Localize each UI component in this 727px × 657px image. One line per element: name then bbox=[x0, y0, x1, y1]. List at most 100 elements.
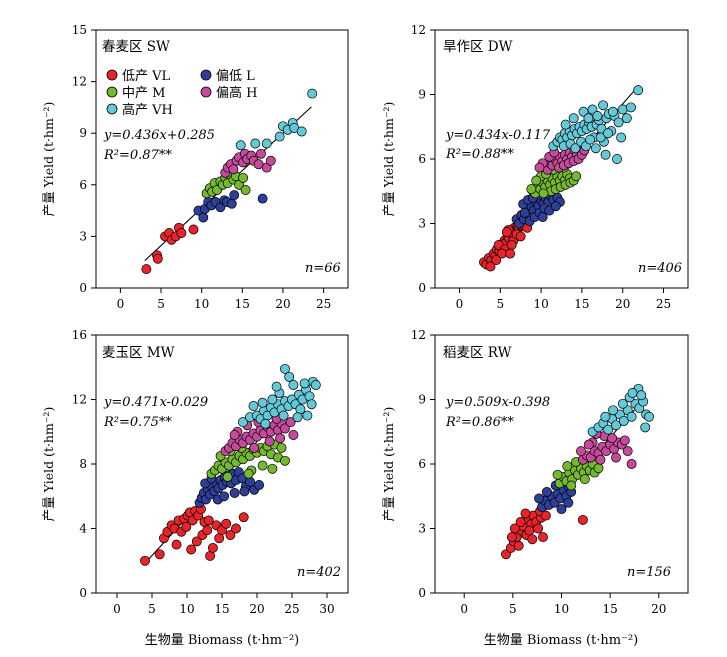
point-vl bbox=[577, 514, 588, 525]
y-tick-label: 9 bbox=[79, 126, 87, 140]
point-vh bbox=[626, 411, 637, 422]
point-vl bbox=[238, 512, 249, 523]
point-vh bbox=[621, 113, 632, 124]
point-h bbox=[607, 433, 618, 444]
point-m bbox=[531, 175, 542, 186]
regression-equation: y=0.509x-0.398 bbox=[445, 395, 550, 410]
point-vl bbox=[485, 261, 496, 272]
point-vh bbox=[292, 412, 303, 423]
point-vh bbox=[296, 126, 307, 137]
point-h bbox=[576, 446, 586, 457]
panel-title: 稻麦区 RW bbox=[443, 345, 512, 361]
y-tick-label: 15 bbox=[72, 23, 87, 37]
point-vl bbox=[141, 264, 152, 275]
point-vl bbox=[506, 240, 517, 250]
y-tick-label: 6 bbox=[418, 457, 426, 471]
legend-label-m: 中产 M bbox=[122, 86, 165, 101]
point-l bbox=[550, 201, 561, 212]
point-h bbox=[583, 439, 594, 450]
y-tick-label: 8 bbox=[79, 457, 87, 471]
data-points bbox=[479, 85, 644, 272]
data-points bbox=[501, 383, 655, 560]
legend-marker-vh bbox=[106, 103, 118, 115]
y-axis-label: 产量 Yield (t·hm⁻²) bbox=[41, 407, 56, 522]
point-vh bbox=[570, 143, 581, 154]
point-vh bbox=[600, 149, 611, 160]
point-vl bbox=[154, 549, 165, 560]
x-tick-label: 25 bbox=[656, 297, 671, 311]
point-vh bbox=[603, 128, 613, 139]
point-vh bbox=[560, 119, 571, 130]
plot-frame bbox=[434, 334, 689, 594]
legend-item-h: 偏高 H bbox=[200, 85, 257, 101]
point-h bbox=[622, 446, 633, 457]
x-tick-label: 5 bbox=[148, 602, 156, 616]
point-vl bbox=[140, 555, 150, 566]
point-l bbox=[556, 504, 567, 515]
point-vl bbox=[225, 530, 236, 540]
y-tick-label: 0 bbox=[418, 281, 426, 295]
point-vh bbox=[603, 424, 614, 435]
point-l bbox=[229, 190, 240, 201]
panel-title: 麦玉区 MW bbox=[102, 345, 175, 361]
point-h bbox=[534, 162, 545, 173]
point-m bbox=[562, 461, 573, 472]
point-h bbox=[626, 459, 637, 469]
point-vh bbox=[592, 111, 603, 121]
point-l bbox=[226, 198, 237, 209]
point-vl bbox=[181, 521, 192, 532]
x-tick-label: 10 bbox=[533, 297, 548, 311]
sample-size: n=66 bbox=[305, 261, 341, 276]
point-m bbox=[257, 460, 268, 471]
point-vh bbox=[278, 410, 289, 421]
y-axis-label: 产量 Yield (t·hm⁻²) bbox=[41, 102, 56, 217]
x-tick-label: 0 bbox=[117, 297, 125, 311]
x-tick-label: 0 bbox=[113, 602, 121, 616]
point-vl bbox=[501, 227, 512, 238]
point-h bbox=[249, 442, 260, 453]
point-l bbox=[257, 193, 268, 204]
point-vh bbox=[636, 390, 647, 401]
y-tick-label: 4 bbox=[79, 522, 87, 536]
point-vl bbox=[533, 523, 544, 534]
panel-mw: 0 5 10 15 20 25 30 0 4 8 12 16 麦玉区 MW y=0.471x-0.02… bbox=[41, 328, 349, 616]
legend-label-h: 偏高 H bbox=[216, 85, 257, 101]
point-vh bbox=[261, 138, 272, 149]
point-h bbox=[288, 430, 299, 440]
point-vh bbox=[616, 132, 627, 143]
point-vl bbox=[152, 253, 163, 264]
point-vh bbox=[248, 401, 259, 411]
legend-marker-vl bbox=[106, 69, 118, 81]
point-vl bbox=[491, 255, 502, 266]
y-tick-label: 3 bbox=[79, 229, 87, 243]
x-tick-label: 5 bbox=[157, 297, 165, 311]
point-vl bbox=[176, 228, 187, 238]
point-vh bbox=[618, 416, 629, 426]
point-h bbox=[285, 417, 296, 428]
point-m bbox=[280, 455, 290, 466]
y-tick-label: 6 bbox=[79, 178, 87, 192]
point-vl bbox=[515, 231, 526, 242]
point-l bbox=[541, 486, 552, 497]
point-vl bbox=[231, 523, 241, 534]
y-tick-label: 12 bbox=[72, 393, 87, 407]
axis-ticks: 0 5 10 15 20 25 30 0 4 8 12 16 bbox=[72, 328, 335, 616]
x-tick-label: 25 bbox=[316, 297, 331, 311]
point-m bbox=[552, 469, 563, 480]
point-l bbox=[239, 486, 250, 497]
y-tick-label: 12 bbox=[72, 75, 87, 89]
x-tick-label: 15 bbox=[574, 297, 589, 311]
legend-item-l: 偏低 L bbox=[200, 69, 255, 84]
x-tick-label: 25 bbox=[284, 602, 299, 616]
point-vl bbox=[203, 515, 214, 526]
legend: 低产 VL 偏低 L 中产 M 偏高 H 高产 VH bbox=[106, 69, 257, 118]
point-vh bbox=[633, 85, 644, 96]
point-vl bbox=[527, 534, 538, 545]
r-squared: R²=0.87** bbox=[103, 148, 172, 163]
x-tick-label: 0 bbox=[460, 602, 468, 616]
regression-equation: y=0.471x-0.029 bbox=[103, 395, 208, 410]
point-vl bbox=[540, 510, 551, 521]
point-vh bbox=[644, 411, 655, 422]
regression-equation: y=0.436x+0.285 bbox=[103, 128, 215, 143]
